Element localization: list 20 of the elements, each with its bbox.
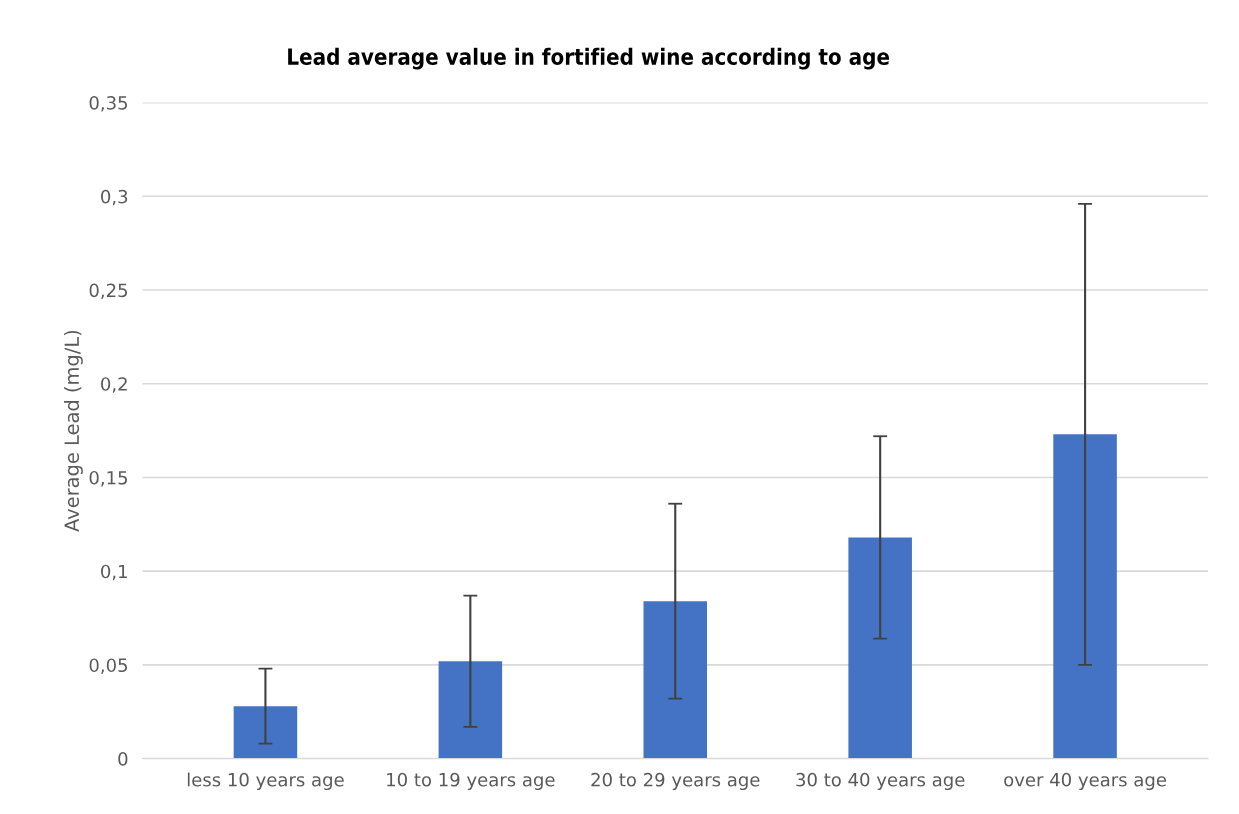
bar xyxy=(233,706,298,759)
bar xyxy=(848,537,912,759)
y-tick-label: 0,1 xyxy=(101,564,127,581)
y-tick-label: 0,15 xyxy=(89,470,128,487)
bar xyxy=(438,661,503,759)
x-tick-label: less 10 years age xyxy=(187,772,344,791)
y-tick-label: 0,25 xyxy=(89,283,128,299)
x-tick-label: 30 to 40 years age xyxy=(796,772,965,791)
y-axis-title: Average Lead (mg/L) xyxy=(64,330,83,532)
bar xyxy=(643,601,708,759)
x-tick-label: 20 to 29 years age xyxy=(591,772,760,791)
y-tick-label: 0,35 xyxy=(89,96,128,112)
x-tick-label: over 40 years age xyxy=(1004,772,1166,791)
y-tick-label: 0,2 xyxy=(101,377,127,393)
y-tick-label: 0 xyxy=(118,752,128,766)
bar xyxy=(1053,434,1117,759)
y-tick-label: 0,3 xyxy=(101,189,128,206)
y-tick-label: 0,05 xyxy=(89,658,128,674)
x-tick-label: 10 to 19 years age xyxy=(387,772,555,791)
chart-title: Lead average value in fortified wine according to age xyxy=(288,47,890,70)
